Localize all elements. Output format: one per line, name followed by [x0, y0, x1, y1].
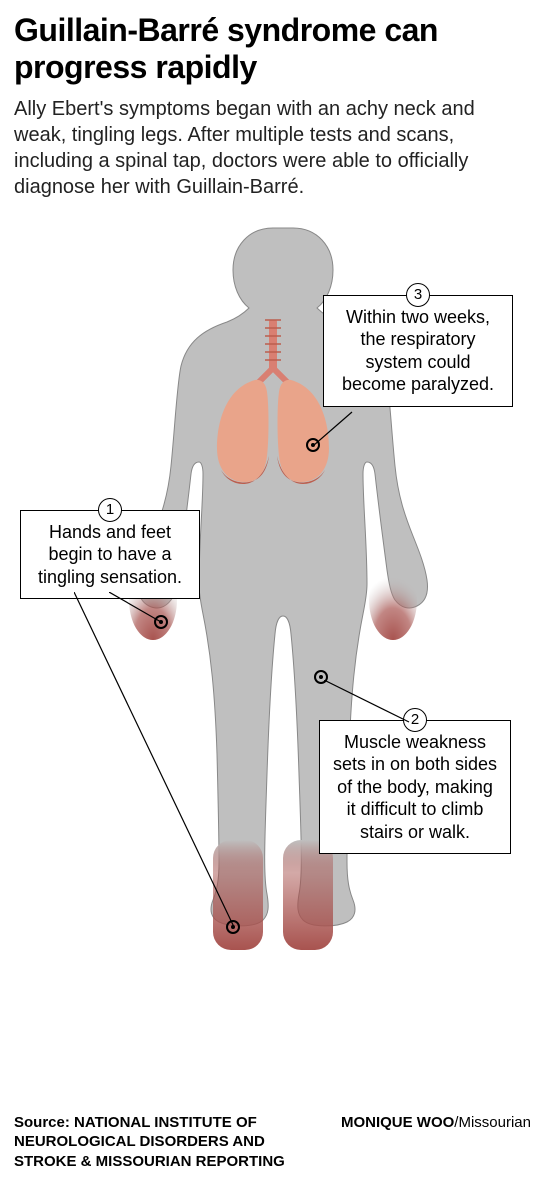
credit-name: MONIQUE WOO	[341, 1114, 454, 1131]
right-foot-affected	[283, 840, 333, 950]
subtitle-text: Ally Ebert's symptoms began with an achy…	[14, 96, 531, 200]
callout-2: 2 Muscle weakness sets in on both sides …	[319, 720, 511, 855]
credit-org: /Missourian	[454, 1114, 531, 1131]
source-label: Source:	[14, 1114, 70, 1131]
callout-1-text: Hands and feet begin to have a tingling …	[38, 522, 182, 587]
callout-3-target	[306, 438, 320, 452]
callout-2-text: Muscle weakness sets in on both sides of…	[333, 732, 497, 842]
page-title: Guillain-Barré syndrome can progress rap…	[14, 12, 531, 86]
callout-1-target-foot	[226, 920, 240, 934]
callout-3-badge: 3	[406, 283, 430, 307]
footer: Source: NATIONAL INSTITUTE OF NEUROLOGIC…	[14, 1113, 531, 1172]
callout-1-target-hand	[154, 615, 168, 629]
callout-2-badge: 2	[403, 708, 427, 732]
credit-block: MONIQUE WOO/Missourian	[341, 1113, 531, 1133]
body-diagram: 3 Within two weeks, the respiratory syst…	[14, 220, 531, 990]
callout-2-target	[314, 670, 328, 684]
callout-3-text: Within two weeks, the respiratory system…	[342, 307, 494, 395]
callout-3: 3 Within two weeks, the respiratory syst…	[323, 295, 513, 407]
callout-1-badge: 1	[98, 498, 122, 522]
left-foot-affected	[213, 840, 263, 950]
right-hand-affected	[369, 560, 417, 640]
source-block: Source: NATIONAL INSTITUTE OF NEUROLOGIC…	[14, 1113, 294, 1172]
callout-1: 1 Hands and feet begin to have a tinglin…	[20, 510, 200, 600]
